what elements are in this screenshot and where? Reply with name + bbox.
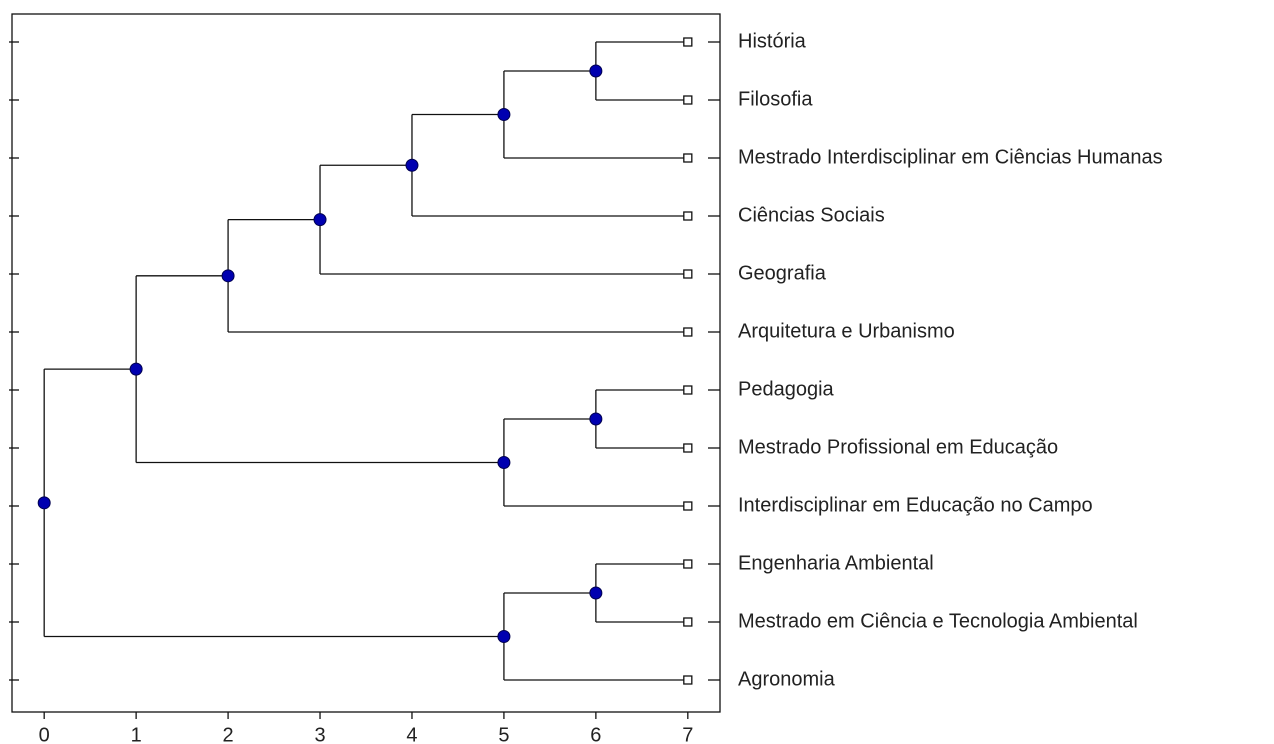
leaf-marker [683,675,693,685]
leaf-label: Interdisciplinar em Educação no Campo [738,494,1093,516]
node-marker [313,213,327,227]
leaf-label: Ciências Sociais [738,204,885,226]
leaf-marker [683,443,693,453]
node-marker [37,496,51,510]
leaf-label: Mestrado Interdisciplinar em Ciências Hu… [738,146,1163,168]
x-tick-label: 1 [131,724,142,744]
leaf-label: Arquitetura e Urbanismo [738,320,955,342]
leaf-marker [683,37,693,47]
leaf-marker [683,617,693,627]
node-marker [497,108,511,121]
leaf-marker [683,211,693,221]
leaf-marker [683,269,693,279]
leaf-marker [683,95,693,105]
leaf-label: Mestrado Profissional em Educação [738,436,1058,458]
x-tick-label: 2 [223,724,234,744]
leaf-marker [683,153,693,163]
leaf-label: Agronomia [738,668,836,690]
leaf-label: Filosofia [738,88,813,110]
x-tick-label: 3 [314,724,325,744]
node-marker [589,586,603,600]
x-tick-label: 7 [682,724,693,744]
leaf-label: Pedagogia [738,378,835,400]
node-marker [589,412,603,426]
leaf-label: História [738,30,807,52]
leaf-marker [683,385,693,395]
leaf-marker [683,559,693,569]
leaf-marker [683,327,693,337]
plot-frame [11,13,721,713]
x-tick-label: 6 [590,724,601,744]
node-marker [497,630,511,643]
leaf-label: Geografia [738,262,827,284]
x-tick-label: 4 [406,724,417,744]
leaf-label: Engenharia Ambiental [738,552,934,574]
leaf-marker [683,501,693,511]
node-marker [221,269,235,283]
node-marker [405,158,419,172]
node-marker [589,64,603,78]
x-tick-label: 0 [39,724,50,744]
node-marker [129,362,143,376]
node-marker [497,456,511,469]
x-tick-label: 5 [498,724,509,744]
leaf-label: Mestrado em Ciência e Tecnologia Ambient… [738,610,1138,632]
